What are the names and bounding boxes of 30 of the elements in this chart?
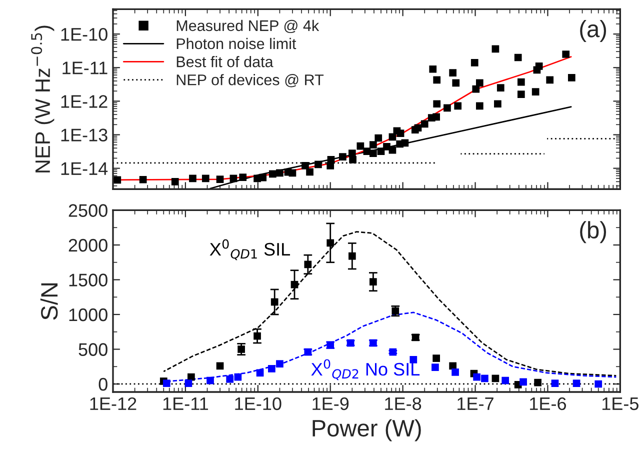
y-tick-label: 1E-12 (61, 95, 108, 108)
series-label: X$^{0}$$_{QD2}$ No SIL (311, 359, 420, 380)
x-tick-label: 1E-9 (312, 397, 349, 410)
x-tick-label: 1E-10 (235, 397, 282, 410)
y-tick-label: 1500 (69, 274, 108, 286)
x-tick-label: 1E-7 (458, 398, 494, 410)
legend-label: Photon noise limit (176, 38, 296, 50)
y-tick-label: 2500 (68, 204, 108, 217)
y-axis-title: S/N (40, 283, 58, 320)
y-tick-label: 2000 (68, 238, 108, 252)
legend-label: NEP of devices @ RT (176, 74, 324, 88)
x-tick-label: 1E-11 (163, 398, 208, 410)
legend-label: Best fit of data (176, 56, 274, 68)
y-tick-label: 1E-10 (61, 28, 108, 41)
y-tick-label: 0 (98, 378, 108, 391)
x-tick-label: 1E-12 (90, 397, 136, 410)
y-axis-title: NEP (W Hz$^{−0.5}$) (31, 26, 54, 172)
x-tick-label: 1E-8 (385, 397, 422, 410)
legend-label: Measured NEP @ 4k (176, 20, 320, 34)
x-tick-label: 1E-6 (530, 397, 566, 410)
y-tick-label: 1E-13 (61, 128, 108, 142)
y-tick-label: 1E-14 (61, 162, 108, 175)
y-tick-label: 500 (78, 343, 108, 356)
y-tick-label: 1E-11 (62, 62, 108, 74)
series-label: X$^{0}$$_{QD1}$ SIL (210, 239, 290, 260)
x-axis-title: Power (W) (312, 419, 421, 442)
y-tick-label: 1000 (69, 308, 108, 322)
x-tick-label: 1E-5 (602, 398, 638, 410)
annotation: (b) (580, 221, 606, 244)
annotation: (a) (580, 20, 606, 42)
